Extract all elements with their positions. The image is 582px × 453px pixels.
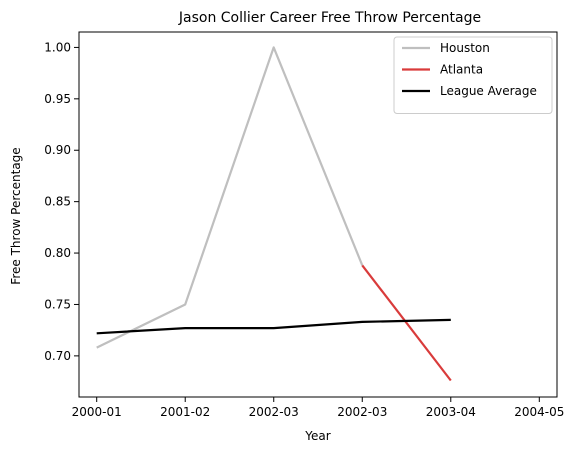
x-tick-label: 2001-02 <box>160 405 210 419</box>
plot-frame <box>78 31 558 398</box>
series-line-houston <box>96 46 364 349</box>
x-axis-label: Year <box>304 429 330 443</box>
y-tick-label: 0.75 <box>44 297 71 311</box>
legend-box <box>393 36 553 114</box>
plot-area <box>96 46 452 382</box>
series-line-league-average <box>96 318 451 335</box>
x-axis: 2000-01 2001-02 2002-03 2002-03 2003-04 2004-… <box>72 397 564 419</box>
y-tick-label: 0.85 <box>44 195 71 209</box>
y-tick-label: 0.70 <box>44 349 71 363</box>
x-tick-label: 2000-01 <box>72 405 122 419</box>
legend-label-league-average: League Average <box>440 84 537 98</box>
y-tick-label: 0.90 <box>44 143 71 157</box>
x-tick-label: 2003-04 <box>426 405 476 419</box>
y-tick-label: 1.00 <box>44 40 71 54</box>
y-axis: 0.70 0.75 0.80 0.85 0.90 0.95 1.00 <box>44 40 79 363</box>
legend: Houston Atlanta League Average <box>393 36 553 114</box>
x-tick-label: 2002-03 <box>249 405 299 419</box>
x-tick-label: 2002-03 <box>337 405 387 419</box>
y-axis-label: Free Throw Percentage <box>9 147 23 284</box>
legend-label-houston: Houston <box>440 41 490 55</box>
series-line-atlanta <box>361 264 452 382</box>
y-tick-label: 0.80 <box>44 246 71 260</box>
y-tick-label: 0.95 <box>44 92 71 106</box>
x-tick-label: 2004-05 <box>514 405 564 419</box>
chart-title: Jason Collier Career Free Throw Percenta… <box>178 10 481 26</box>
legend-label-atlanta: Atlanta <box>440 63 483 77</box>
